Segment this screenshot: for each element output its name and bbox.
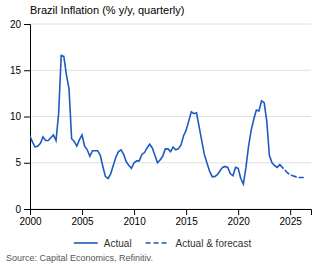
plot: 2000 2005 2010 2015 2020 2025 0 5 10 15 20 xyxy=(10,19,312,227)
legend-swatch xyxy=(146,242,170,244)
tick-label: 2015 xyxy=(175,216,198,227)
y-axis: 0 5 10 15 20 xyxy=(10,19,31,215)
tick: 2010 xyxy=(123,209,146,227)
tick: 2005 xyxy=(71,209,94,227)
grid-line xyxy=(30,116,311,117)
series-line xyxy=(280,165,303,178)
tick-label: 15 xyxy=(10,65,22,76)
legend-label: Actual & forecast xyxy=(176,238,252,249)
tick-mark xyxy=(24,117,30,118)
tick-label: 2020 xyxy=(228,216,251,227)
grid xyxy=(30,24,311,209)
tick-mark xyxy=(238,209,239,215)
tick-label: 2005 xyxy=(71,216,94,227)
series-line xyxy=(30,55,280,184)
x-axis: 2000 2005 2010 2015 2020 2025 xyxy=(19,209,311,227)
legend-label: Actual xyxy=(104,238,132,249)
tick: 2020 xyxy=(228,209,251,227)
axis-line xyxy=(31,210,312,216)
tick: 10 xyxy=(10,111,30,122)
tick-mark xyxy=(24,70,30,71)
tick-label: 2000 xyxy=(19,216,42,227)
tick: 5 xyxy=(15,157,30,168)
tick-mark xyxy=(134,209,135,215)
lines xyxy=(30,55,303,184)
legend-item: Actual xyxy=(74,238,132,249)
tick-mark xyxy=(24,209,30,210)
tick-label: 0 xyxy=(15,204,21,215)
tick: 2000 xyxy=(19,209,42,227)
tick-mark xyxy=(290,209,291,215)
tick-mark xyxy=(24,24,30,25)
title: Brazil Inflation (% y/y, quarterly) xyxy=(30,4,184,16)
tick-label: 2010 xyxy=(123,216,146,227)
tick: 2025 xyxy=(280,209,303,227)
tick: 15 xyxy=(10,65,30,76)
tick-mark xyxy=(186,209,187,215)
tick-label: 5 xyxy=(15,157,21,168)
legend: Actual Actual & forecast xyxy=(74,238,252,249)
tick-mark xyxy=(82,209,83,215)
chart: 2000 2005 2010 2015 2020 2025 0 5 10 15 20 Brazil I… xyxy=(0,0,325,273)
grid-line xyxy=(30,70,311,71)
tick-label: 20 xyxy=(10,19,22,30)
tick-label: 2025 xyxy=(280,216,303,227)
legend-swatch xyxy=(74,242,98,244)
legend-item: Actual & forecast xyxy=(146,238,252,249)
axis-line xyxy=(24,25,31,210)
grid-line xyxy=(30,162,311,163)
tick: 0 xyxy=(15,204,30,215)
tick: 20 xyxy=(10,19,30,30)
tick: 2015 xyxy=(175,209,198,227)
annotation: Source: Capital Economics, Refinitiv. xyxy=(6,253,153,263)
tick-label: 10 xyxy=(10,111,22,122)
grid-line xyxy=(30,24,311,25)
tick-mark xyxy=(24,163,30,164)
